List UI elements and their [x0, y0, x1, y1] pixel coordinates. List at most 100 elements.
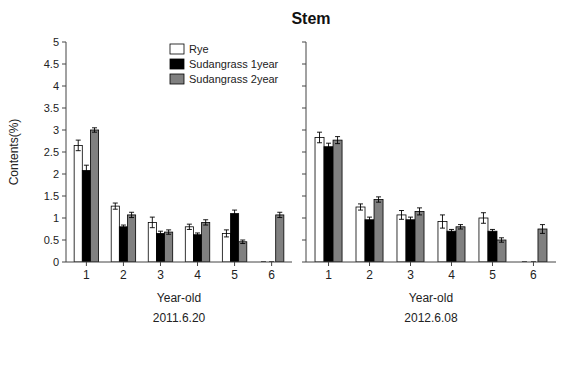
error-cap [195, 236, 200, 237]
y-axis [306, 42, 307, 262]
error-cap [240, 240, 245, 241]
error-cap [158, 231, 163, 232]
x-tick-label: 1 [83, 268, 90, 282]
error-cap [129, 217, 134, 218]
error-cap [481, 223, 486, 224]
error-cap [408, 217, 413, 218]
bar [90, 130, 98, 262]
error-cap [224, 236, 229, 237]
x-tick-label: 3 [407, 268, 414, 282]
error-bar [490, 229, 495, 233]
y-tick [62, 108, 66, 109]
error-cap [158, 235, 163, 236]
y-tick [302, 152, 306, 153]
error-bar [481, 213, 486, 224]
y-tick [62, 130, 66, 131]
y-tick-label: 1 [53, 212, 59, 224]
y-tick-label: 4.5 [44, 58, 59, 70]
bar [74, 145, 82, 262]
error-line [160, 231, 161, 235]
x-tick [197, 262, 198, 266]
y-tick [62, 86, 66, 87]
error-cap [440, 228, 445, 229]
error-line [483, 213, 484, 224]
error-cap [449, 229, 454, 230]
bar [333, 140, 342, 262]
error-cap [376, 196, 381, 197]
bar [193, 235, 201, 262]
y-tick [302, 64, 306, 65]
error-cap [449, 232, 454, 233]
x-axis-label: Year-old [409, 291, 453, 305]
error-cap [76, 150, 81, 151]
error-bar [408, 217, 413, 222]
error-bar [277, 212, 282, 217]
error-bar [232, 210, 237, 217]
error-cap [367, 217, 372, 218]
bar [239, 242, 247, 262]
background [0, 0, 566, 379]
bar [456, 227, 465, 262]
legend-label: Sudangrass 2year [189, 73, 279, 85]
y-tick [62, 174, 66, 175]
error-line [401, 211, 402, 220]
x-tick [123, 262, 124, 266]
bar [447, 231, 456, 262]
error-line [226, 230, 227, 237]
y-tick [62, 196, 66, 197]
error-line [319, 132, 320, 143]
error-cap [540, 224, 545, 225]
bar [202, 222, 210, 262]
x-tick-label: 1 [325, 268, 332, 282]
error-bar [458, 225, 463, 229]
error-cap [240, 243, 245, 244]
bar [82, 170, 90, 262]
y-tick [62, 218, 66, 219]
error-cap [499, 237, 504, 238]
error-bar [224, 230, 229, 237]
error-line [369, 217, 370, 222]
x-tick [86, 262, 87, 266]
bar [324, 147, 333, 262]
error-bar [449, 229, 454, 233]
y-tick [302, 130, 306, 131]
y-tick-label: 2.5 [44, 146, 59, 158]
error-bar [358, 204, 363, 210]
x-tick-label: 6 [530, 268, 537, 282]
error-cap [150, 227, 155, 228]
error-line [501, 238, 502, 242]
bar [479, 218, 488, 262]
bar [230, 214, 238, 262]
x-tick [234, 262, 235, 266]
y-tick [302, 42, 306, 43]
error-cap [277, 217, 282, 218]
legend: RyeSudangrass 1yearSudangrass 2year [170, 43, 279, 85]
chart: 00.511.522.533.544.55123456Year-old2011.… [0, 0, 566, 379]
error-cap [166, 234, 171, 235]
error-cap [358, 210, 363, 211]
bar [356, 207, 365, 262]
y-tick-label: 0 [53, 256, 59, 268]
error-line [337, 137, 338, 144]
error-line [451, 229, 452, 233]
error-line [115, 203, 116, 209]
error-line [205, 220, 206, 225]
error-cap [224, 229, 229, 230]
error-cap [84, 175, 89, 176]
y-tick [302, 196, 306, 197]
error-cap [408, 222, 413, 223]
error-cap [92, 127, 97, 128]
x-tick [451, 262, 452, 266]
error-bar [376, 197, 381, 202]
panel: 00.511.522.533.544.55123456Year-old2011.… [7, 36, 292, 325]
error-bar [326, 143, 331, 150]
error-line [123, 225, 124, 229]
error-bar [158, 231, 163, 235]
error-cap [113, 209, 118, 210]
y-tick [302, 240, 306, 241]
error-cap [121, 228, 126, 229]
error-cap [440, 214, 445, 215]
error-line [189, 224, 190, 229]
date-label: 2011.6.20 [153, 311, 206, 325]
y-tick [62, 64, 66, 65]
